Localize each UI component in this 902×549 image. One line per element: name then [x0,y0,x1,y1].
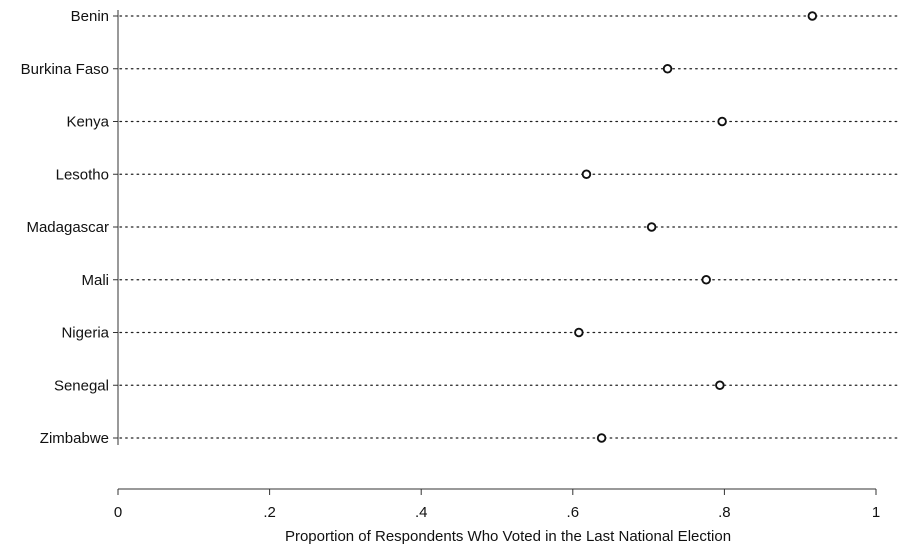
category-label: Benin [71,8,109,25]
data-point-nigeria [574,327,584,338]
category-labels: Benin Burkina Faso Kenya Lesotho Madagascar M… [21,8,118,447]
category-label: Burkina Faso [21,61,109,78]
data-point-benin [807,11,818,21]
category-label: Kenya [66,114,109,131]
x-tick-label: 1 [872,504,880,521]
guide-lines [119,15,899,439]
category-label: Mali [81,272,109,289]
x-tick-label: .8 [718,504,731,521]
x-tick-label: .6 [567,504,580,521]
data-point-senegal [715,380,725,391]
data-point-madagascar [646,222,657,232]
data-point-burkina-faso [662,63,673,74]
x-tick-label: .4 [415,504,428,521]
data-points [574,11,818,443]
data-point-kenya [717,116,727,127]
category-label: Madagascar [26,219,109,236]
x-tick-label: 0 [114,504,122,521]
category-label: Senegal [54,377,109,394]
data-point-mali [701,275,711,285]
category-label: Lesotho [56,166,109,183]
x-axis-title: Proportion of Respondents Who Voted in t… [285,528,731,545]
data-point-zimbabwe [596,433,607,443]
data-point-lesotho [581,169,592,179]
category-label: Nigeria [61,325,109,342]
category-label: Zimbabwe [40,430,109,447]
x-tick-label: .2 [263,504,276,521]
x-axis-ticks: 0 .2 .4 .6 .8 1 [114,489,880,521]
